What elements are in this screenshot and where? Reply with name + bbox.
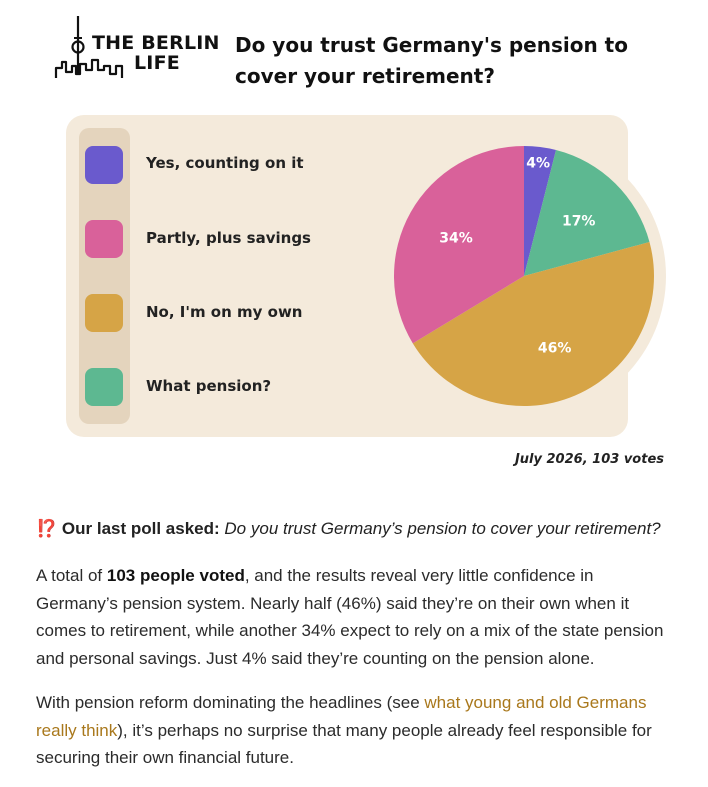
pie-slice-no <box>412 242 654 406</box>
poll-question: Do you trust Germany’s pension to cover … <box>224 519 661 538</box>
exclamation-question-icon: ⁉️ <box>36 519 58 538</box>
pie-label-no: 46% <box>538 341 572 357</box>
pie-label-what-pension: 17% <box>562 213 596 229</box>
legend-swatch-what-pension <box>85 368 123 406</box>
logo-text-line1: THE BERLIN <box>92 32 220 54</box>
chart-caption: July 2026, 103 votes <box>514 452 664 467</box>
poll-question-line: ⁉️ Our last poll asked: Do you trust Ger… <box>36 519 686 539</box>
pie-slice-yes <box>524 146 557 276</box>
context-text-start: With pension reform dominating the headl… <box>36 693 425 712</box>
results-vote-count: 103 people voted <box>106 566 245 585</box>
legend-swatch-no <box>85 294 123 332</box>
young-old-germans-link[interactable]: what young and old Germans really think <box>36 693 647 740</box>
the-berlin-life-logo[interactable]: THE BERLIN LIFE <box>54 14 224 86</box>
poll-lead: Our last poll asked: <box>61 519 220 538</box>
context-paragraph: With pension reform dominating the headl… <box>36 689 676 772</box>
logo-text-line2: LIFE <box>134 52 180 74</box>
legend-label-what-pension: What pension? <box>146 377 272 395</box>
results-paragraph: A total of 103 people voted, and the res… <box>36 562 676 672</box>
context-text-rest: ), it’s perhaps no surprise that many pe… <box>36 720 652 768</box>
legend-swatch-partly <box>85 220 123 258</box>
pie-label-partly: 34% <box>439 231 473 247</box>
legend-label-yes: Yes, counting on it <box>146 154 304 172</box>
legend-label-partly: Partly, plus savings <box>146 229 311 247</box>
results-text-rest: , and the results reveal very little con… <box>36 566 664 668</box>
pie-slice-partly <box>394 146 524 344</box>
page-title: Do you trust Germany's pension to cover … <box>235 33 628 88</box>
tv-tower-skyline-icon <box>54 16 124 78</box>
legend-label-no: No, I'm on my own <box>146 303 303 321</box>
pie-label-yes: 4% <box>526 155 550 171</box>
pie-chart: 4% 17% 46% 34% <box>394 146 654 406</box>
results-text-start: A total of <box>36 566 107 585</box>
pie-slice-what-pension <box>524 150 650 276</box>
legend-swatch-yes <box>85 146 123 184</box>
